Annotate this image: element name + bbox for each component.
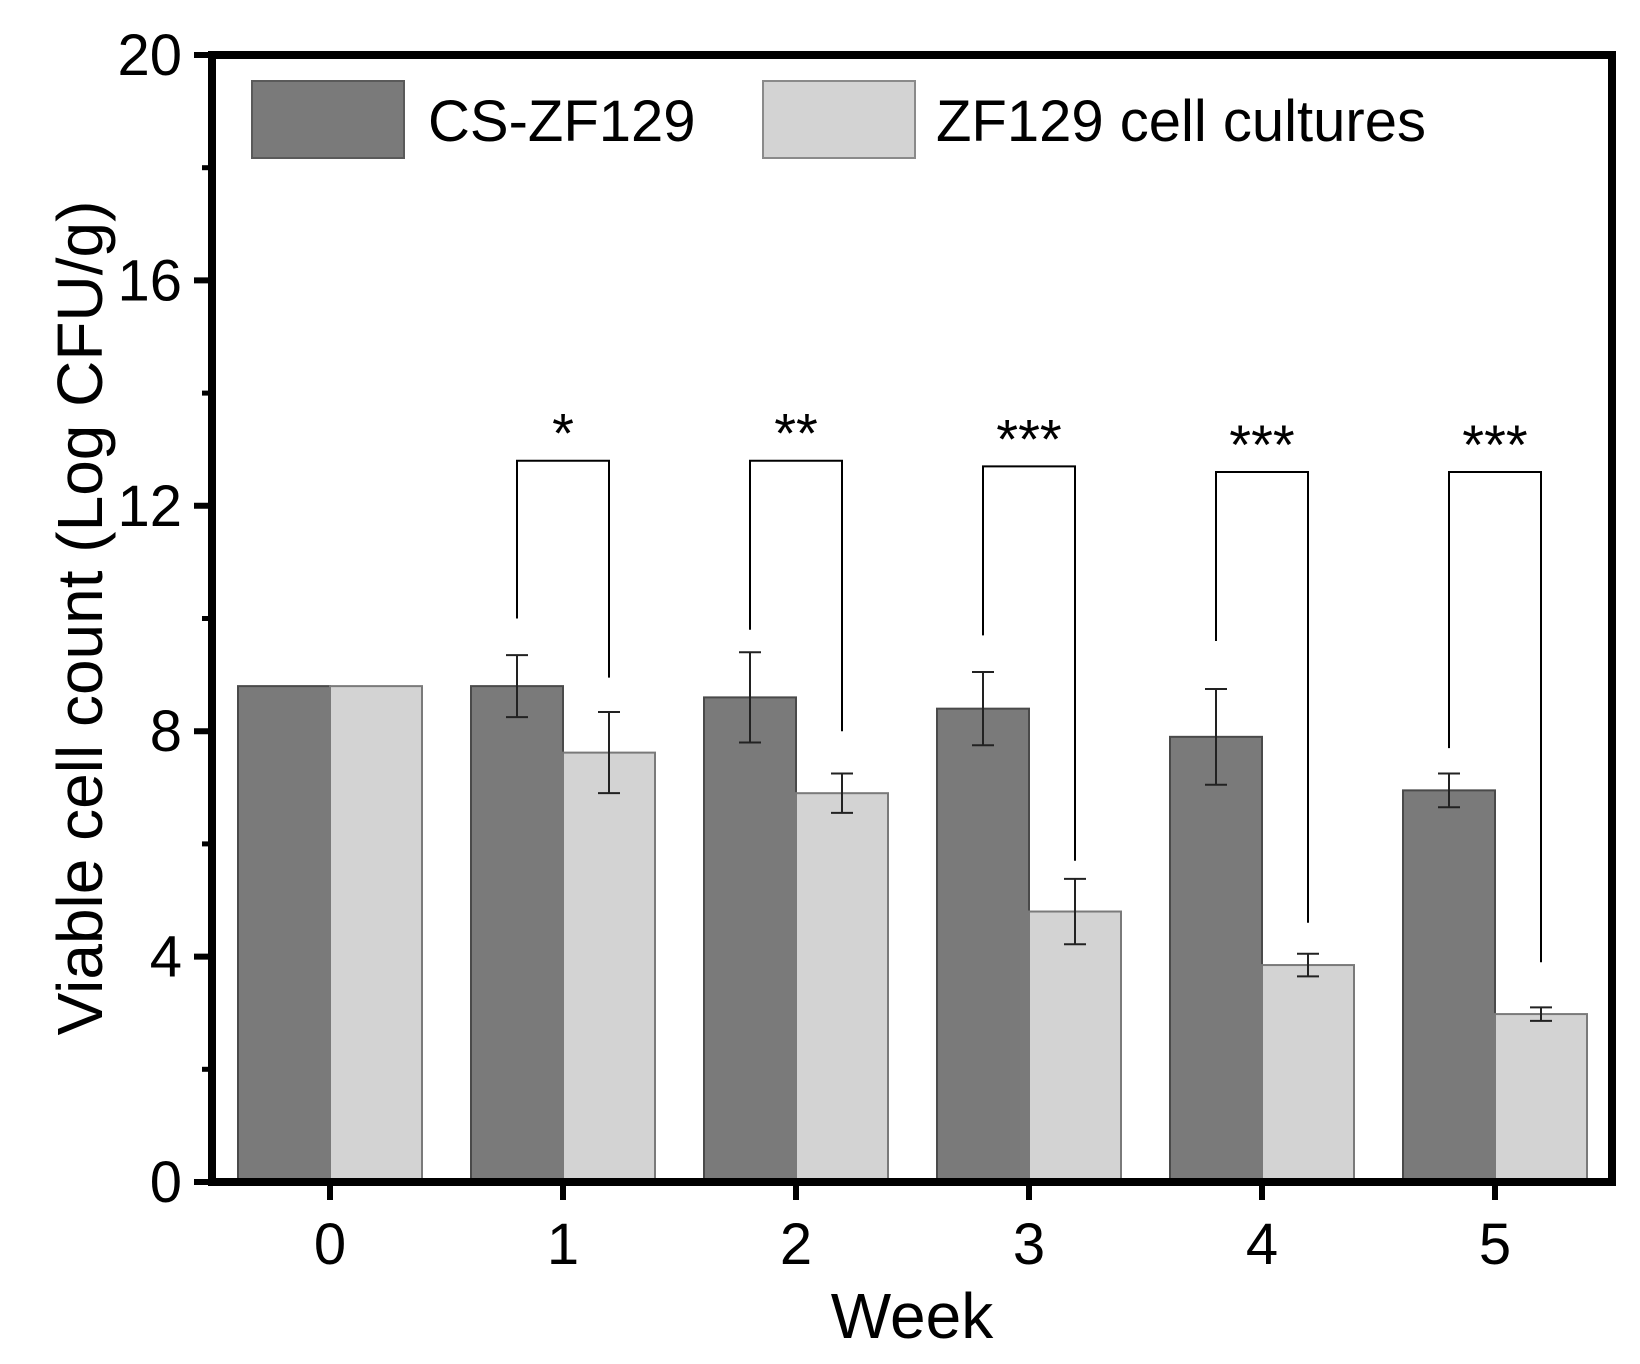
x-tick-label-3: 3 [1013, 1212, 1045, 1277]
x-tick-label-2: 2 [780, 1212, 812, 1277]
bar-s0-week-0 [237, 685, 331, 1183]
y-tick-label-8: 8 [150, 699, 182, 764]
significance-label-week-2: ** [774, 402, 818, 465]
legend-swatch-zf129-cell-cultures [762, 80, 916, 159]
x-tick-label-5: 5 [1479, 1212, 1511, 1277]
bar-s1-week-3 [1028, 910, 1122, 1184]
significance-bracket-week-2 [749, 459, 843, 732]
plot-frame [208, 51, 1616, 1186]
bar-s0-week-2 [703, 696, 797, 1183]
significance-label-week-1: * [552, 402, 574, 465]
significance-bracket-week-4 [1215, 470, 1309, 923]
legend-label-zf129-cell-cultures: ZF129 cell cultures [936, 89, 1426, 154]
bar-s1-week-4 [1261, 964, 1355, 1183]
y-tick-label-20: 20 [117, 23, 182, 88]
bar-s0-week-1 [470, 685, 564, 1183]
bar-s1-week-0 [329, 685, 423, 1183]
x-axis-title: Week [831, 1280, 994, 1352]
bar-s0-week-5 [1402, 789, 1496, 1183]
bar-s0-week-4 [1169, 735, 1263, 1184]
y-tick-label-0: 0 [150, 1150, 182, 1215]
bar-s1-week-5 [1494, 1013, 1588, 1184]
significance-bracket-week-1 [516, 459, 610, 678]
bar-s0-week-3 [936, 707, 1030, 1183]
significance-bracket-week-5 [1448, 470, 1542, 963]
legend-label-cs-zf129: CS-ZF129 [428, 89, 696, 154]
x-tick-label-0: 0 [314, 1212, 346, 1277]
legend: CS-ZF129 ZF129 cell cultures [251, 80, 1426, 159]
bar-s1-week-1 [562, 751, 656, 1183]
y-axis-title: Viable cell count (Log CFU/g) [44, 201, 116, 1036]
x-tick-label-1: 1 [547, 1212, 579, 1277]
bar-s1-week-2 [795, 792, 889, 1183]
significance-bracket-week-3 [982, 465, 1076, 861]
significance-label-week-3: *** [996, 407, 1061, 470]
x-tick-label-4: 4 [1246, 1212, 1278, 1277]
y-tick-label-12: 12 [117, 474, 182, 539]
legend-swatch-cs-zf129 [251, 80, 405, 159]
y-tick-label-16: 16 [117, 248, 182, 313]
significance-label-week-5: *** [1462, 413, 1527, 476]
significance-label-week-4: *** [1229, 413, 1294, 476]
y-tick-label-4: 4 [150, 925, 182, 990]
